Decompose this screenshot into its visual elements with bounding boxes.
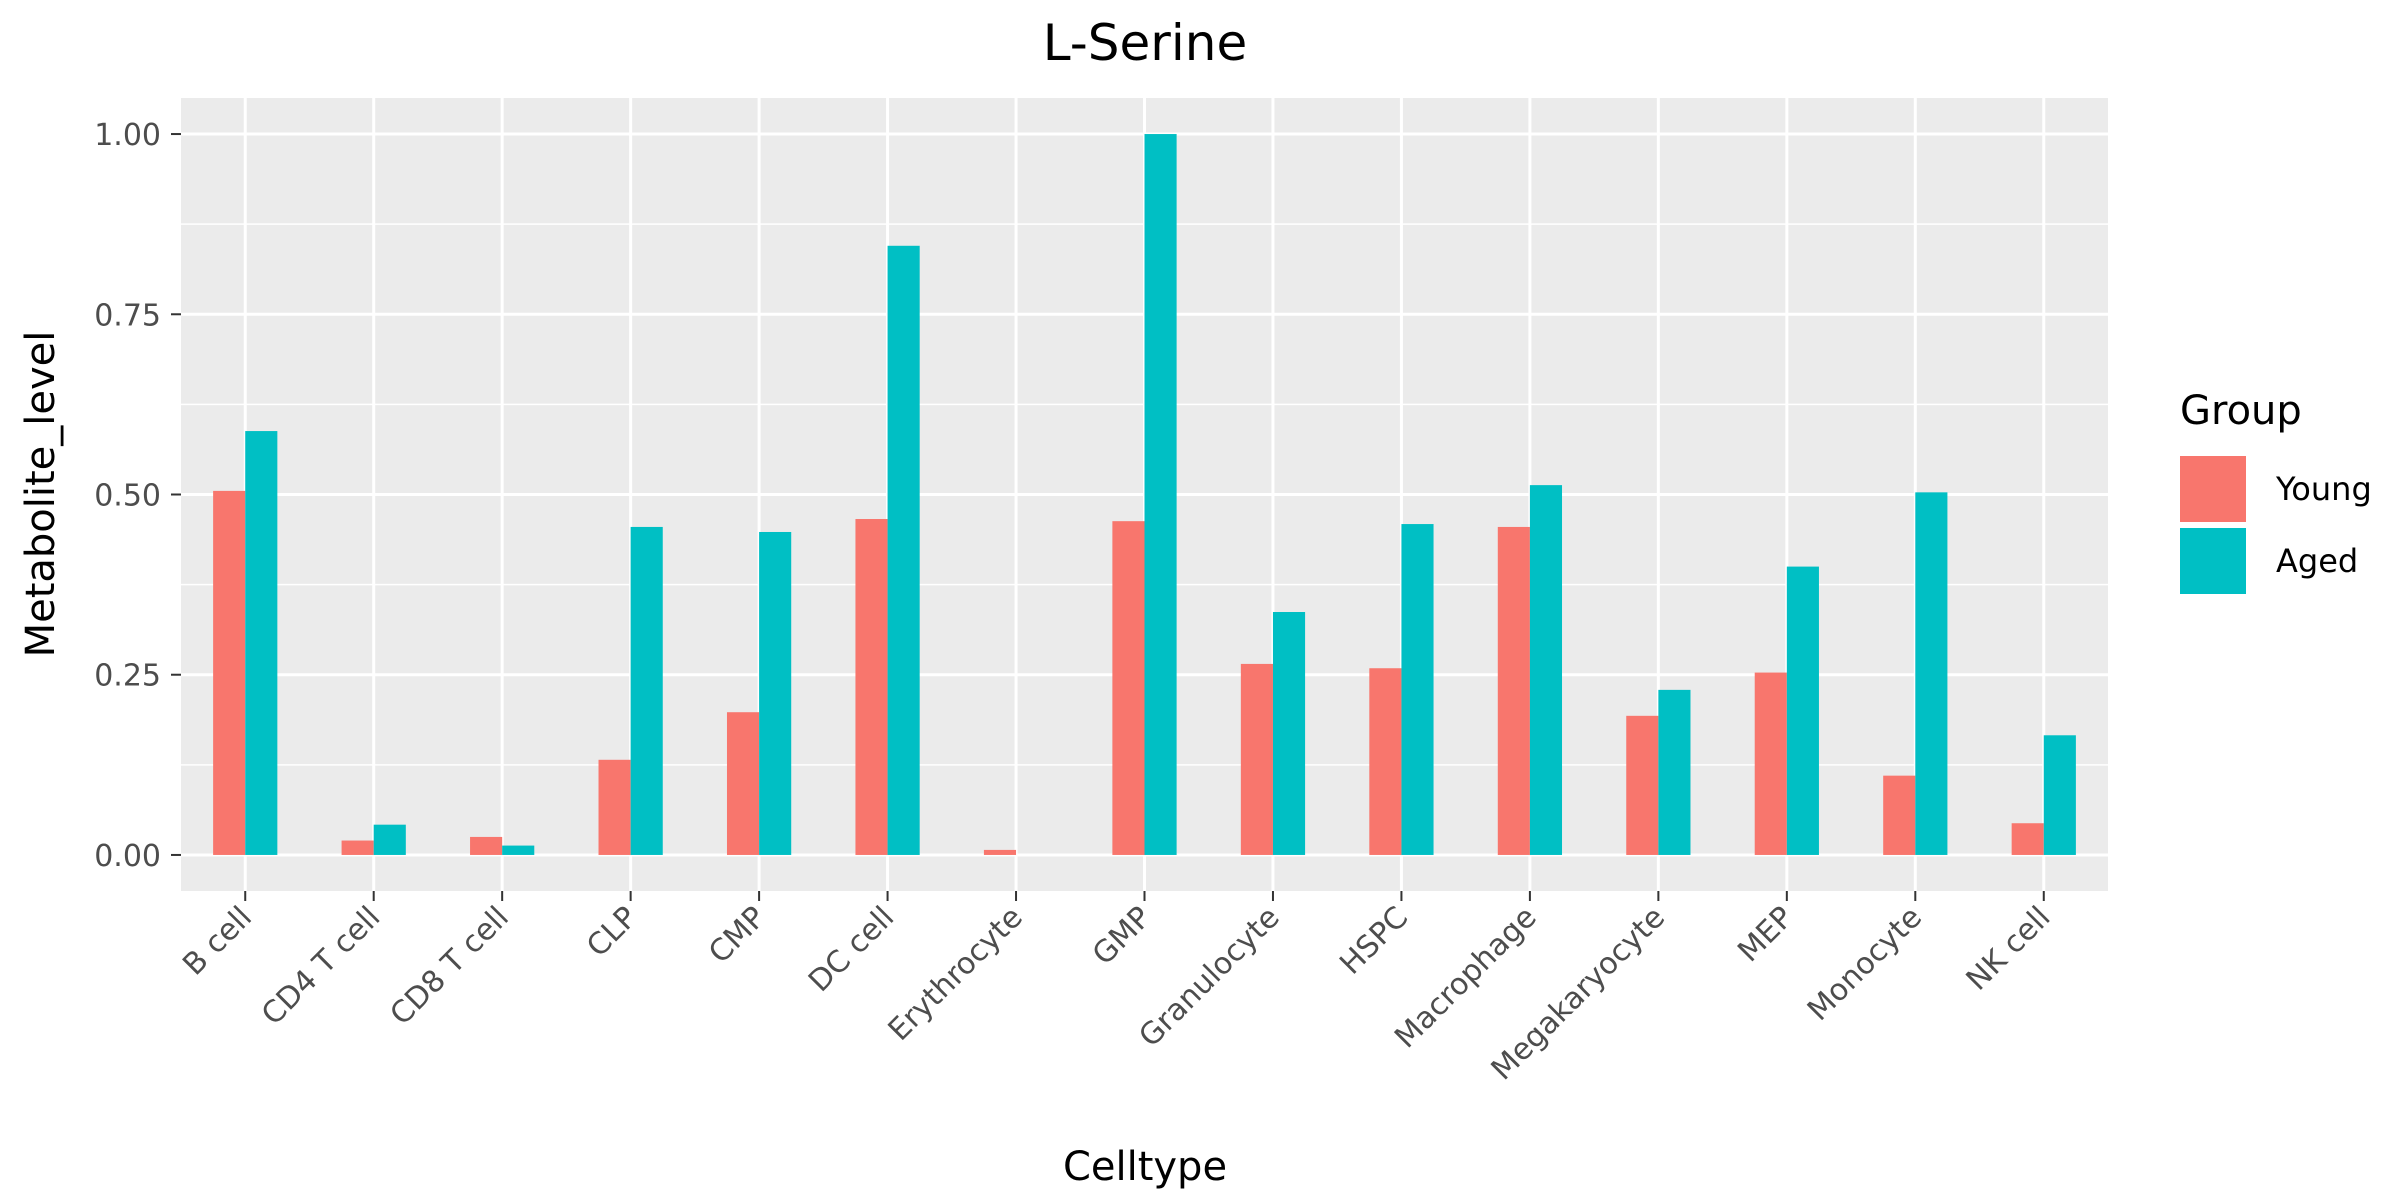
legend-label-young: Young <box>2275 470 2372 508</box>
y-tick-label: 0.75 <box>94 298 161 333</box>
legend-key-aged <box>2180 528 2246 594</box>
x-tick-label: HSPC <box>1333 900 1415 982</box>
x-tick-label: DC cell <box>802 900 901 999</box>
y-tick-label: 1.00 <box>94 118 161 153</box>
y-axis-title: Metabolite_level <box>18 331 64 658</box>
y-tick-label: 0.25 <box>94 659 161 694</box>
chart-title: L-Serine <box>1043 14 1247 72</box>
bar-young-14 <box>2011 823 2044 855</box>
bar-aged-1 <box>373 824 406 855</box>
bar-young-2 <box>470 836 503 855</box>
legend: Group Young Aged <box>2180 388 2372 594</box>
bar-young-9 <box>1369 668 1402 855</box>
bar-young-13 <box>1883 775 1916 855</box>
bar-young-12 <box>1754 672 1787 855</box>
bar-young-5 <box>855 519 888 855</box>
x-tick-label: GMP <box>1086 900 1158 972</box>
bar-young-4 <box>726 712 760 855</box>
bar-aged-0 <box>245 431 278 855</box>
bar-young-7 <box>1112 521 1145 855</box>
bar-young-8 <box>1240 663 1273 855</box>
x-tick-label: CLP <box>580 900 644 964</box>
x-tick-label: CD8 T cell <box>383 900 515 1032</box>
bar-aged-2 <box>502 845 535 855</box>
legend-items: Young Aged <box>2180 456 2372 594</box>
bar-young-6 <box>983 849 1017 855</box>
bar-aged-13 <box>1915 492 1948 855</box>
y-tick-label: 0.50 <box>94 479 161 514</box>
bar-aged-14 <box>2043 735 2076 855</box>
x-tick-label: Monocyte <box>1801 900 1929 1028</box>
x-tick-label: MEP <box>1731 900 1800 969</box>
bar-aged-9 <box>1401 524 1434 855</box>
bar-young-11 <box>1626 715 1659 855</box>
legend-key-young <box>2180 456 2246 522</box>
y-tick-label: 0.00 <box>94 839 161 874</box>
bar-young-0 <box>213 490 246 855</box>
x-tick-label: CMP <box>702 900 773 971</box>
bar-aged-12 <box>1786 566 1819 855</box>
bar-aged-10 <box>1529 485 1563 855</box>
bar-aged-11 <box>1658 689 1691 855</box>
bar-aged-4 <box>759 531 792 855</box>
x-tick-label: Erythrocyte <box>882 900 1030 1048</box>
bar-young-10 <box>1497 526 1530 855</box>
bar-young-1 <box>341 840 374 855</box>
legend-label-aged: Aged <box>2276 542 2358 580</box>
x-tick-label: B cell <box>176 900 259 983</box>
x-tick-label: CD4 T cell <box>255 900 387 1032</box>
bar-aged-5 <box>887 245 920 855</box>
bar-young-3 <box>598 759 631 855</box>
y-axis: 0.00 0.25 0.50 0.75 1.00 <box>94 118 181 874</box>
x-axis-title: Celltype <box>1063 1144 1227 1190</box>
bar-aged-8 <box>1272 612 1306 855</box>
legend-title: Group <box>2180 388 2302 434</box>
bar-aged-3 <box>630 526 663 855</box>
bars <box>213 134 2076 855</box>
bar-aged-7 <box>1144 134 1177 855</box>
x-tick-label: NK cell <box>1960 900 2058 998</box>
